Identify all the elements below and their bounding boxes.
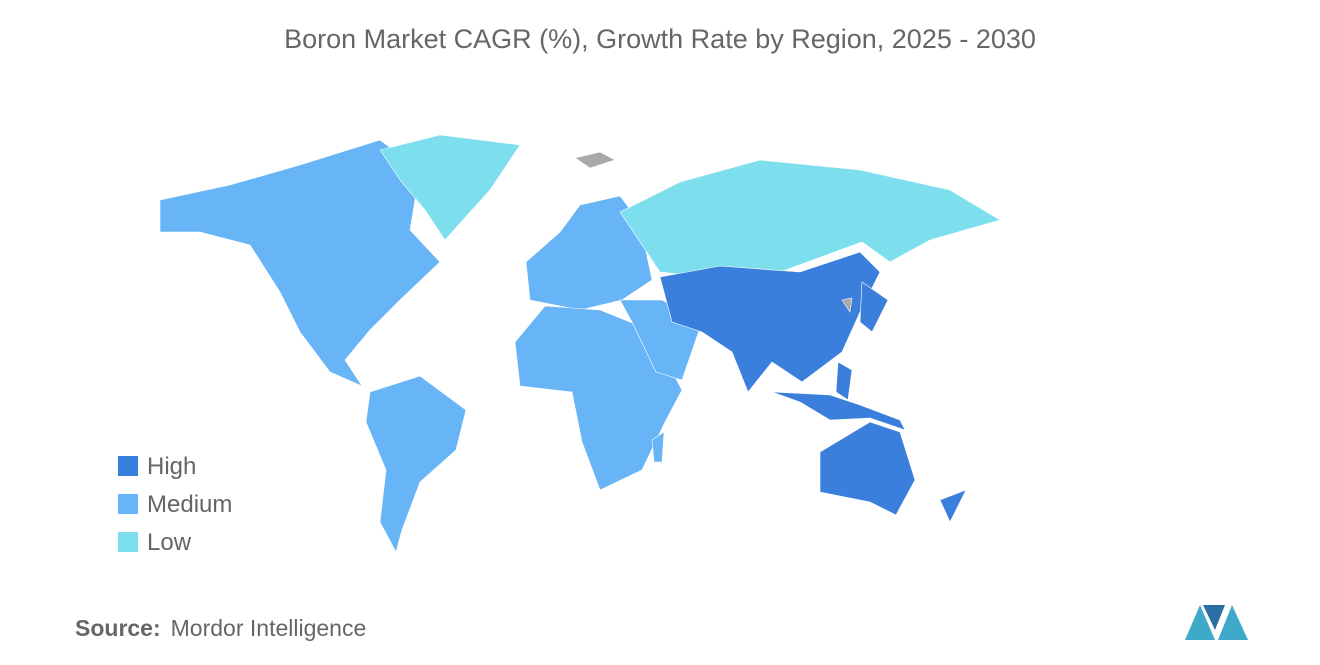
- region: [365, 375, 467, 553]
- source: Source: Mordor Intelligence: [75, 615, 366, 641]
- legend-swatch: [118, 532, 138, 552]
- legend-label: Low: [147, 529, 192, 556]
- region: [159, 139, 441, 387]
- region-no-data: [574, 151, 616, 169]
- logo: [1185, 605, 1248, 640]
- region-no-data: [841, 297, 853, 313]
- world-map: [159, 134, 1001, 553]
- region: [619, 159, 1001, 277]
- region: [819, 421, 916, 516]
- source-text: Mordor Intelligence: [171, 615, 367, 641]
- region: [939, 489, 967, 523]
- legend-label: High: [147, 453, 196, 480]
- region: [651, 431, 665, 463]
- region: [835, 361, 853, 401]
- region: [859, 281, 889, 333]
- legend-swatch: [118, 456, 138, 476]
- source-label: Source:: [75, 615, 161, 641]
- region: [659, 251, 881, 393]
- region: [771, 391, 906, 431]
- legend: High Medium Low: [118, 453, 232, 556]
- title: Boron Market CAGR (%), Growth Rate by Re…: [284, 24, 1036, 54]
- legend-label: Medium: [147, 491, 232, 518]
- legend-swatch: [118, 494, 138, 514]
- region: [379, 134, 521, 241]
